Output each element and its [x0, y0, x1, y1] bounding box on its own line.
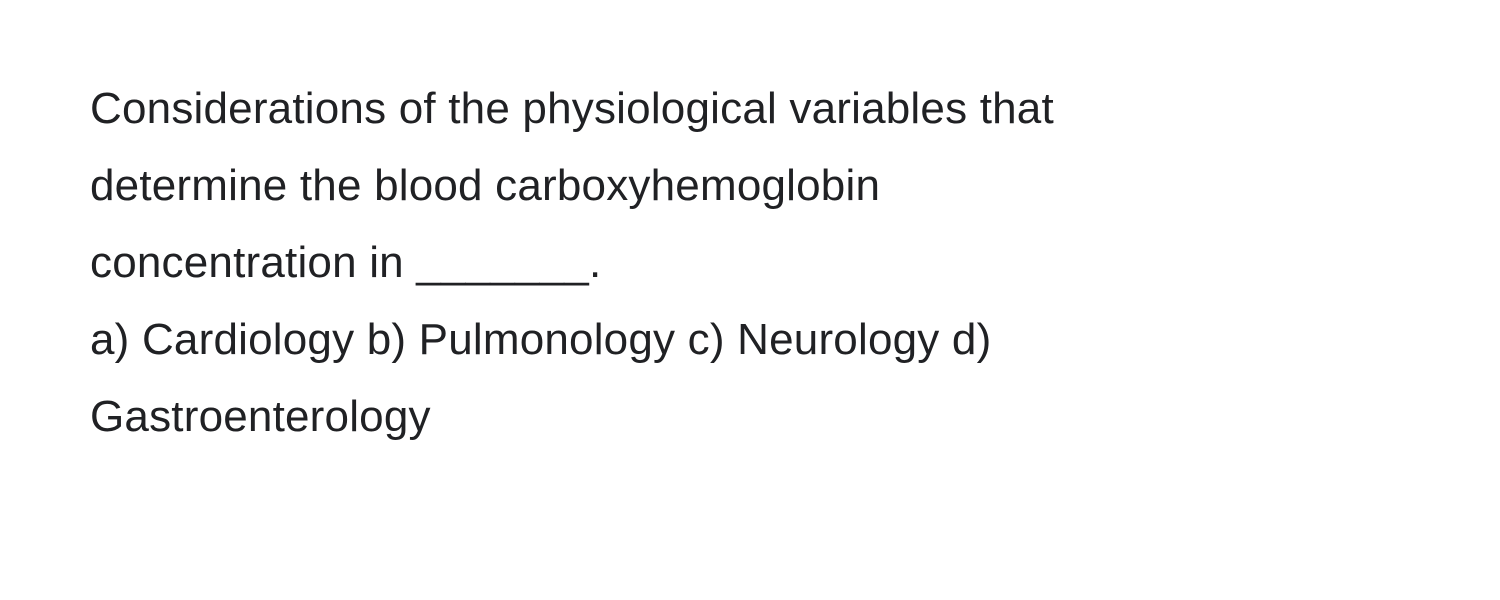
options-line-2: Gastroenterology — [90, 378, 1410, 455]
question-stem-line-3: concentration in _______. — [90, 224, 1410, 301]
question-container: Considerations of the physiological vari… — [90, 70, 1410, 455]
options-line-1: a) Cardiology b) Pulmonology c) Neurolog… — [90, 301, 1410, 378]
question-stem-line-1: Considerations of the physiological vari… — [90, 70, 1410, 147]
question-stem-line-2: determine the blood carboxyhemoglobin — [90, 147, 1410, 224]
